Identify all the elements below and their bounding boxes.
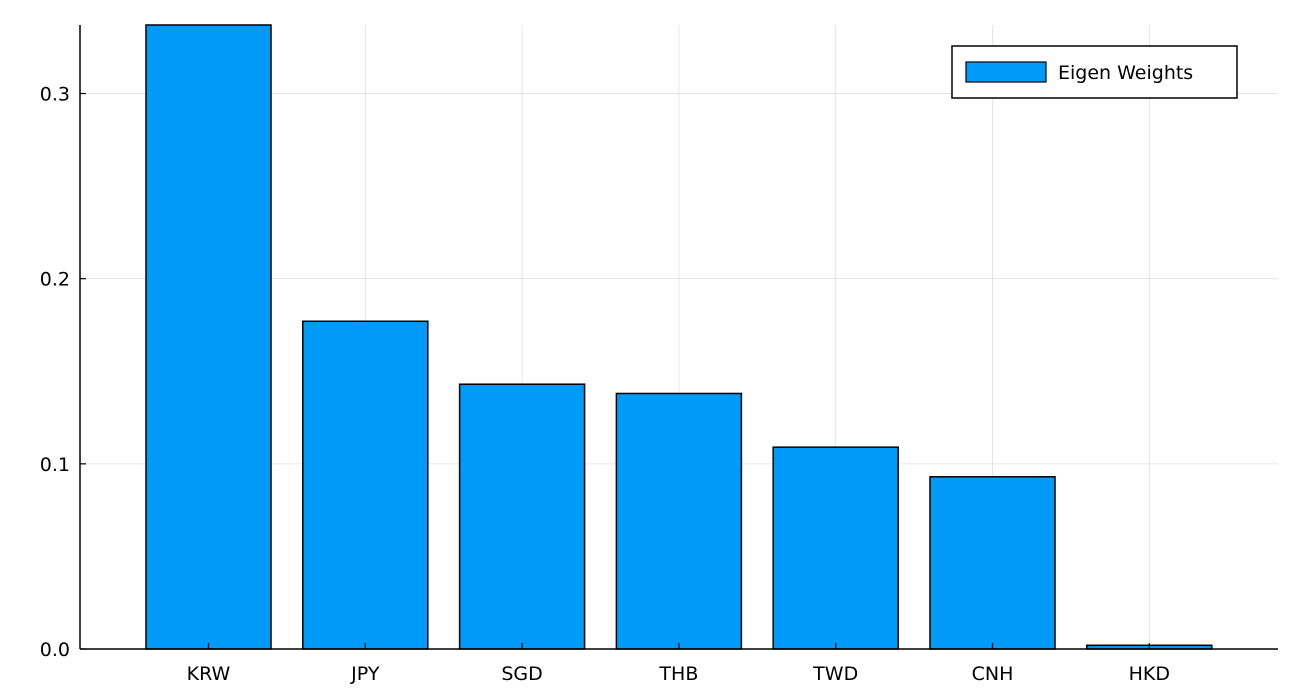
x-tick-label: SGD <box>501 663 542 685</box>
bars <box>145 24 1213 650</box>
x-tick-label: HKD <box>1129 663 1170 685</box>
x-tick-label: KRW <box>187 663 231 685</box>
x-tick-label: TWD <box>812 663 858 685</box>
bar-jpy <box>302 320 429 650</box>
x-tick-label: THB <box>658 663 698 685</box>
bar-krw <box>145 24 272 650</box>
legend: Eigen Weights <box>951 45 1238 99</box>
y-tick-label: 0.3 <box>40 84 70 106</box>
axes <box>79 25 1278 650</box>
bar-cnh <box>929 476 1056 650</box>
y-tick-label: 0.1 <box>40 454 70 476</box>
x-tick-label: CNH <box>972 663 1014 685</box>
y-tick-label: 0.2 <box>40 269 70 291</box>
y-tick-label: 0.0 <box>40 639 70 661</box>
bar-thb <box>615 392 743 650</box>
bar-twd <box>772 446 899 650</box>
x-tick-label: JPY <box>350 663 380 685</box>
tick-labels: 0.0 0.1 0.2 0.3 KRW JPY SGD THB TWD CNH HKD <box>40 84 1170 685</box>
bar-sgd <box>458 383 586 650</box>
legend-swatch <box>965 61 1047 83</box>
legend-label: Eigen Weights <box>1058 62 1193 84</box>
